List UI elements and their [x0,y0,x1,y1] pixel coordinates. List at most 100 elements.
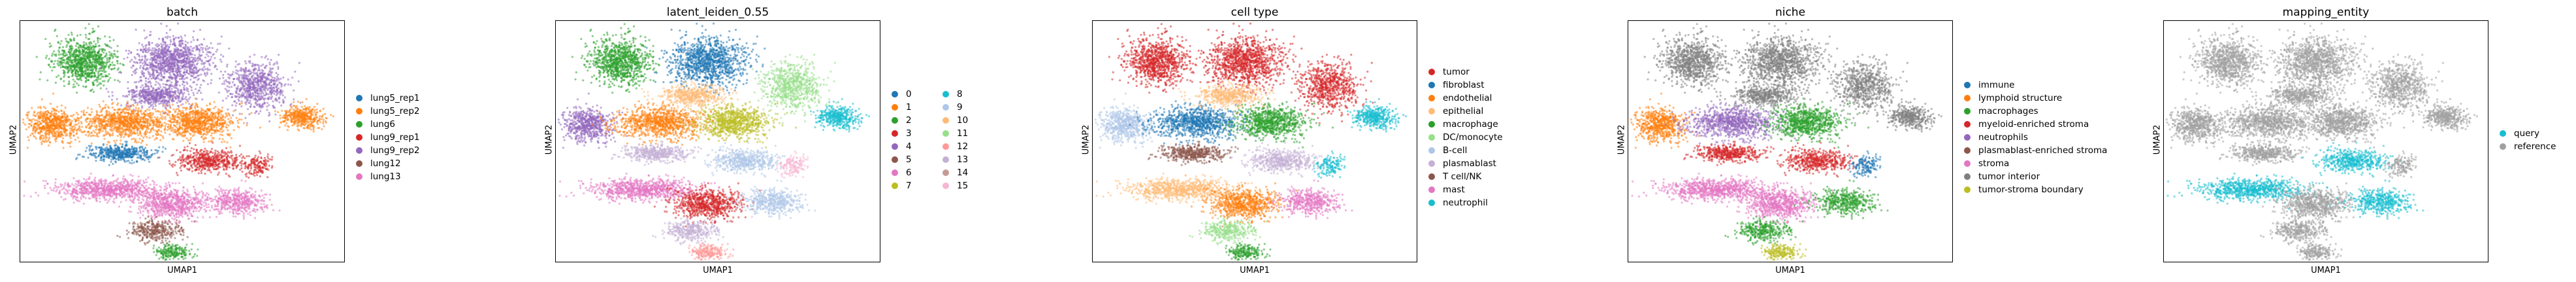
scatter-point [191,65,193,67]
scatter-point [59,109,62,112]
scatter-point [220,113,223,116]
scatter-point [278,101,281,103]
scatter-point [163,86,165,88]
scatter-point [95,62,98,65]
scatter-point [300,119,303,122]
scatter-point [71,128,73,131]
scatter-point [69,137,72,139]
scatter-point [184,43,187,46]
scatter-point [39,122,42,126]
scatter-point [231,73,234,76]
scatter-point [221,99,224,102]
scatter-point [200,73,202,76]
scatter-point [227,118,230,120]
scatter-point [105,52,108,55]
scatter-point [104,116,106,118]
scatter-point [157,74,159,77]
scatter-point [261,85,264,88]
scatter-point [80,69,83,71]
scatter-point [152,65,154,67]
scatter-point [297,80,300,82]
scatter-point [196,44,199,47]
scatter-point [148,109,151,111]
scatter-point [195,72,197,75]
scatter-point [57,117,60,120]
scatter-point [295,107,297,109]
scatter-point [199,86,201,89]
scatter-point [166,113,169,116]
scatter-point [91,134,94,137]
scatter-point [74,80,76,83]
scatter-point [267,93,270,96]
scatter-point [273,92,276,96]
scatter-point [63,84,65,87]
scatter-point [72,74,74,77]
scatter-point [228,47,231,50]
scatter-point [186,41,189,44]
scatter-point [119,143,121,145]
scatter-point [236,85,240,88]
scatter-point [166,129,169,132]
scatter-point [69,123,71,126]
scatter-point [164,118,167,120]
scatter-point [140,49,142,52]
scatter-point [127,130,130,133]
scatter-point [61,46,65,48]
scatter-point [40,134,42,137]
scatter-point [270,97,272,100]
scatter-point [76,69,78,71]
scatter-point [316,123,319,126]
scatter-point [119,62,121,65]
scatter-point [81,67,84,69]
scatter-point [108,67,110,69]
scatter-point [270,96,274,98]
scatter-point [78,79,80,81]
scatter-point [61,116,63,118]
scatter-point [88,33,91,35]
scatter-point [245,100,248,103]
scatter-point [108,40,111,43]
scatter-point [206,104,208,107]
scatter-point [164,132,167,134]
scatter-point [217,91,220,94]
scatter-point [195,66,198,69]
scatter-point [191,36,195,39]
scatter-point [132,103,135,106]
scatter-point [89,54,91,56]
scatter-point [227,108,229,111]
scatter-point [242,68,244,71]
scatter-point [193,54,196,57]
scatter-point [95,128,97,131]
scatter-point [135,107,137,109]
scatter-point [64,52,67,54]
scatter-point [177,107,180,111]
scatter-point [287,83,289,86]
scatter-point [221,82,223,85]
scatter-point [78,126,81,129]
scatter-point [264,77,266,79]
scatter-point [142,51,144,54]
scatter-point [147,71,150,73]
scatter-point [250,96,253,98]
scatter-point [82,109,85,112]
scatter-point [111,62,114,64]
scatter-point [184,63,186,65]
scatter-point [236,63,239,66]
scatter-point [276,83,279,86]
scatter-point [144,80,147,82]
scatter-point [94,75,97,78]
scatter-point [306,126,308,130]
scatter-point [167,65,170,67]
scatter-point [53,113,56,115]
scatter-point [249,99,251,102]
scatter-point [197,77,200,80]
scatter-point [193,39,195,41]
scatter-point [293,123,295,126]
scatter-point [115,130,118,132]
scatter-point [133,137,135,140]
scatter-point [274,77,276,79]
scatter-point [99,56,101,60]
scatter-point [63,124,66,127]
scatter-point [125,116,127,118]
scatter-point [219,54,222,56]
